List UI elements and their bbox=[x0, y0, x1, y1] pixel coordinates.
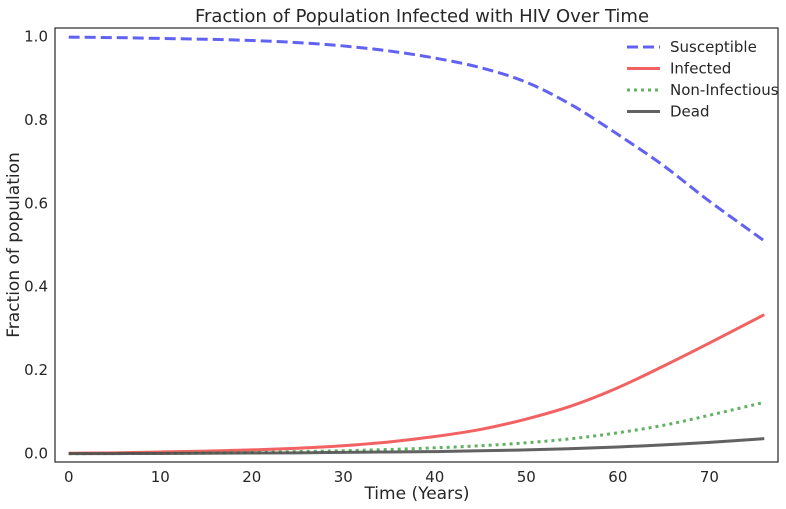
y-tick-label: 0.6 bbox=[24, 194, 48, 212]
chart-title: Fraction of Population Infected with HIV… bbox=[195, 6, 649, 27]
y-tick-label: 0.0 bbox=[24, 445, 48, 463]
series-line-susceptible bbox=[68, 35, 766, 243]
series-layer bbox=[68, 35, 766, 456]
legend-label-non-infectious: Non-Infectious bbox=[670, 81, 779, 99]
x-tick-label: 20 bbox=[242, 468, 261, 486]
x-tick-label: 60 bbox=[608, 468, 627, 486]
x-tick-label: 50 bbox=[517, 468, 536, 486]
y-tick-label: 0.4 bbox=[24, 278, 48, 296]
x-tick-label: 0 bbox=[64, 468, 74, 486]
y-tick-label: 0.8 bbox=[24, 111, 48, 129]
y-tick-label: 1.0 bbox=[24, 27, 48, 45]
series-line-dead bbox=[68, 437, 765, 456]
legend-label-infected: Infected bbox=[670, 60, 731, 78]
legend: Susceptible Infected Non-Infectious Dead bbox=[627, 38, 779, 121]
x-tick-label: 10 bbox=[151, 468, 170, 486]
x-tick-label: 30 bbox=[334, 468, 353, 486]
plot-area bbox=[54, 27, 779, 463]
x-axis-label: Time (Years) bbox=[363, 484, 469, 504]
legend-label-dead: Dead bbox=[670, 103, 710, 121]
legend-label-susceptible: Susceptible bbox=[670, 38, 757, 56]
x-tick-label: 40 bbox=[425, 468, 444, 486]
x-tick-label: 70 bbox=[700, 468, 719, 486]
tick-layer: 0 10 20 30 40 50 60 70 0.0 0.2 0.4 0.6 0.8 1.0 bbox=[24, 27, 719, 486]
y-axis-label: Fraction of population bbox=[4, 152, 24, 338]
y-tick-label: 0.2 bbox=[24, 361, 48, 379]
